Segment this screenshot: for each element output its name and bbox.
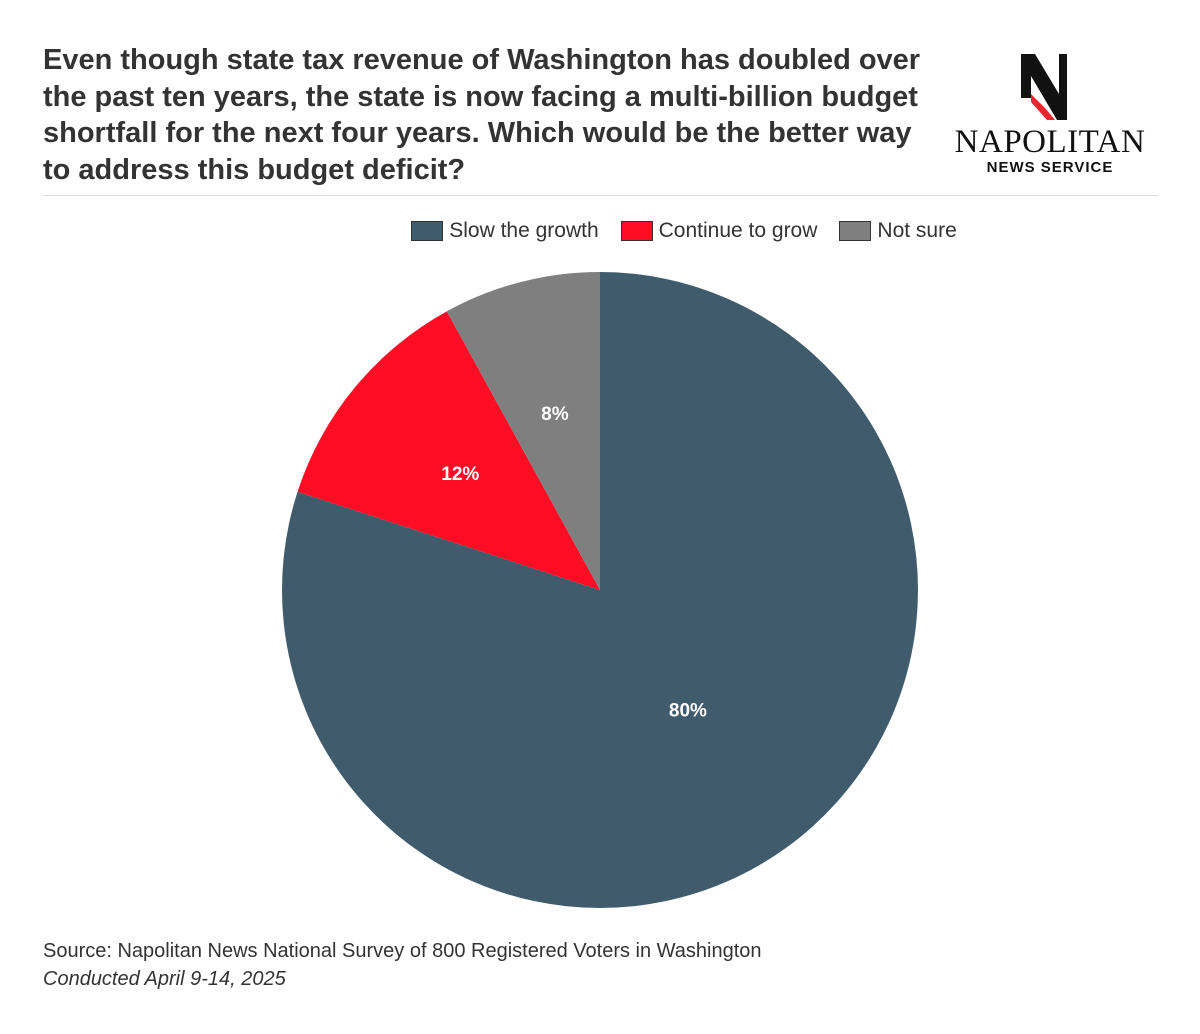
legend-label: Not sure bbox=[877, 219, 957, 242]
pie-slice-3 bbox=[446, 272, 600, 590]
pie-slice-2 bbox=[297, 311, 600, 590]
slice-label-1: 80% bbox=[669, 700, 707, 721]
legend-swatch bbox=[620, 221, 653, 241]
slice-label-2: 12% bbox=[441, 464, 479, 485]
chart-legend: Slow the growth Continue to grow Not sure bbox=[0, 219, 1200, 243]
legend-swatch bbox=[411, 221, 444, 241]
napolitan-logo: NAPOLITAN NEWS SERVICE bbox=[948, 52, 1152, 180]
logo-subtitle: NEWS SERVICE bbox=[986, 159, 1114, 176]
pie-slice-1 bbox=[281, 272, 918, 908]
legend-item-1: Slow the growth bbox=[411, 219, 599, 243]
chart-title: Even though state tax revenue of Washing… bbox=[43, 44, 921, 186]
slice-label-3: 8% bbox=[541, 404, 569, 425]
napolitan-n-logo-icon bbox=[1021, 54, 1067, 120]
legend-label: Continue to grow bbox=[658, 219, 818, 242]
legend-item-2: Continue to grow bbox=[620, 219, 818, 243]
legend-swatch bbox=[839, 221, 872, 241]
legend-item-3: Not sure bbox=[839, 219, 957, 243]
logo-name: NAPOLITAN bbox=[954, 124, 1146, 160]
legend-label: Slow the growth bbox=[449, 219, 599, 242]
survey-dates: Conducted April 9-14, 2025 bbox=[43, 968, 286, 990]
header-divider bbox=[43, 195, 1158, 196]
source-note: Source: Napolitan News National Survey o… bbox=[43, 940, 762, 962]
